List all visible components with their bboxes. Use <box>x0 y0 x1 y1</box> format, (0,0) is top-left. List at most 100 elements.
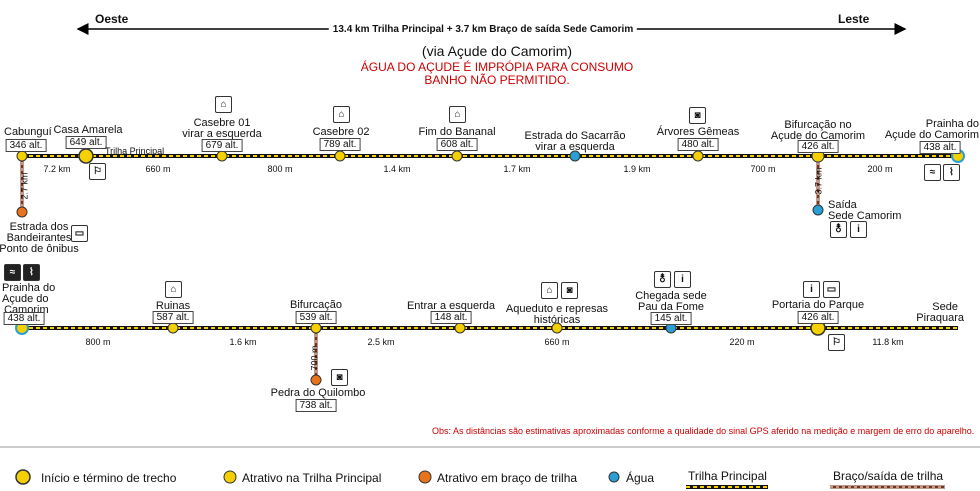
swim-icon: ≈ <box>4 264 21 281</box>
pau-fome-alt: 145 alt. <box>650 312 692 325</box>
gemeas-alt: 480 alt. <box>677 138 719 151</box>
casebre02-name: Casebre 02 <box>312 126 370 138</box>
legend-start-end-symbol <box>15 469 31 485</box>
node-bifurcacao-r2 <box>310 322 322 334</box>
node-bandeirantes <box>16 206 28 218</box>
piraquara-name: Sede <box>932 301 958 313</box>
cabungui-alt: 346 alt. <box>5 139 47 152</box>
distance-label: 220 m <box>729 337 755 347</box>
house-icon: ⌂ <box>165 281 182 298</box>
house-icon: ⌂ <box>541 282 558 299</box>
no-bathing-icon: ⌇ <box>23 264 40 281</box>
pau-fome-name2: Pau da Fome <box>637 301 705 313</box>
branch-distance-quilombo: 700 m <box>309 345 320 371</box>
hikers-icon: ⚐ <box>89 163 106 180</box>
distance-label: 11.8 km <box>872 337 904 347</box>
legend-start-end-label: Início e término de trecho <box>41 471 177 485</box>
node-saida-camorim <box>812 204 824 216</box>
bifurcacao-r2-name: Bifurcação <box>290 299 342 311</box>
total-distance: 13.4 km Trilha Principal + 3.7 km Braço … <box>328 24 638 36</box>
via-label: (via Açude do Camorim) <box>421 43 573 59</box>
bifurcacao-camorim-alt: 426 alt. <box>797 140 839 153</box>
cabungui-name: Cabunguí <box>4 126 52 138</box>
camera-icon: ◙ <box>561 282 578 299</box>
trilha-principal-label: Trilha Principal <box>105 146 165 156</box>
esquerda-name: Entrar a esquerda <box>406 300 496 312</box>
casebre01-name: Casebre 01 <box>193 117 251 129</box>
piraquara-name2: Piraquara <box>916 312 964 324</box>
bifurcacao-camorim-name2: Açude do Camorim <box>770 130 866 142</box>
esquerda-alt: 148 alt. <box>430 311 472 324</box>
node-casa-amarela <box>78 148 94 164</box>
sacarrao-name: Estrada do Sacarrão <box>524 130 626 142</box>
node-casebre01 <box>216 150 228 162</box>
camera-icon: ◙ <box>689 107 706 124</box>
prainha-r2-name: Prainha do <box>2 282 56 294</box>
prainha-r2-name2: Açude do <box>2 293 49 305</box>
distance-label: 660 m <box>544 337 570 347</box>
node-casebre02 <box>334 150 346 162</box>
saida-name2: Sede Camorim <box>828 210 902 222</box>
aqueduto-name2: históricas <box>533 314 581 326</box>
distance-label: 7.2 km <box>43 164 71 174</box>
legend-main-attr-symbol <box>223 470 237 484</box>
saida-name: Saída <box>828 199 857 211</box>
restroom-icon: ⚨ <box>654 271 671 288</box>
branch-distance-bandeirantes: 2.7 km <box>19 172 30 200</box>
casa-amarela-alt: 649 alt. <box>65 136 107 149</box>
hikers-icon: ⚐ <box>828 334 845 351</box>
node-bananal <box>451 150 463 162</box>
node-ruinas <box>167 322 179 334</box>
sacarrao-direction: virar a esquerda <box>535 141 615 153</box>
branch-distance-camorim: 3.7 km <box>813 167 824 195</box>
ruinas-alt: 587 alt. <box>152 311 194 324</box>
warning-line2: BANHO NÃO PERMITIDO. <box>424 73 570 87</box>
bananal-alt: 608 alt. <box>436 138 478 151</box>
bandeirantes-name2: Bandeirantes <box>6 232 72 244</box>
swim-icon: ≈ <box>924 164 941 181</box>
quilombo-alt: 738 alt. <box>295 399 337 412</box>
casebre01-direction: virar a esquerda <box>182 128 262 140</box>
bus-icon: ▭ <box>71 225 88 242</box>
legend-water-label: Água <box>626 471 655 485</box>
bifurcacao-camorim-name: Bifurcação no <box>784 119 852 131</box>
info-icon: i <box>674 271 691 288</box>
house-icon: ⌂ <box>215 96 232 113</box>
bananal-name: Fim do Bananal <box>418 126 496 138</box>
distance-label: 700 m <box>750 164 776 174</box>
distance-label: 1.6 km <box>229 337 257 347</box>
portaria-name: Portaria do Parque <box>771 299 865 311</box>
west-label: Oeste <box>95 12 129 26</box>
camera-icon: ◙ <box>331 369 348 386</box>
bandeirantes-bus-stop: Ponto de ônibus <box>0 243 79 255</box>
quilombo-name: Pedra do Quilombo <box>270 387 366 399</box>
distance-label: 1.7 km <box>503 164 531 174</box>
house-icon: ⌂ <box>449 106 466 123</box>
prainha-r1-name: Prainha do <box>925 118 979 130</box>
casebre01-alt: 679 alt. <box>201 139 243 152</box>
bifurcacao-r2-alt: 539 alt. <box>295 311 337 324</box>
node-quilombo <box>310 374 322 386</box>
east-label: Leste <box>838 12 870 26</box>
restroom-icon: ⚨ <box>830 221 847 238</box>
node-esquerda <box>454 322 466 334</box>
distance-label: 1.9 km <box>623 164 651 174</box>
house-icon: ⌂ <box>333 106 350 123</box>
ruinas-name: Ruinas <box>155 300 191 312</box>
legend-main-trail-label: Trilha Principal <box>688 469 767 483</box>
portaria-alt: 426 alt. <box>797 311 839 324</box>
legend-water-symbol <box>608 471 620 483</box>
gps-note: Obs: As distâncias são estimativas aprox… <box>432 426 975 436</box>
node-sacarrao <box>569 150 581 162</box>
distance-label: 1.4 km <box>383 164 411 174</box>
legend-branch-trail-label: Braço/saída de trilha <box>833 469 944 483</box>
prainha-r1-alt: 438 alt. <box>919 141 961 154</box>
info-icon: i <box>803 281 820 298</box>
casebre02-alt: 789 alt. <box>319 138 361 151</box>
bus-icon: ▭ <box>823 281 840 298</box>
prainha-r2-alt: 438 alt. <box>3 312 45 325</box>
legend-branch-attr-label: Atrativo em braço de trilha <box>437 471 578 485</box>
distance-label: 800 m <box>85 337 111 347</box>
pau-fome-name: Chegada sede <box>635 290 707 302</box>
